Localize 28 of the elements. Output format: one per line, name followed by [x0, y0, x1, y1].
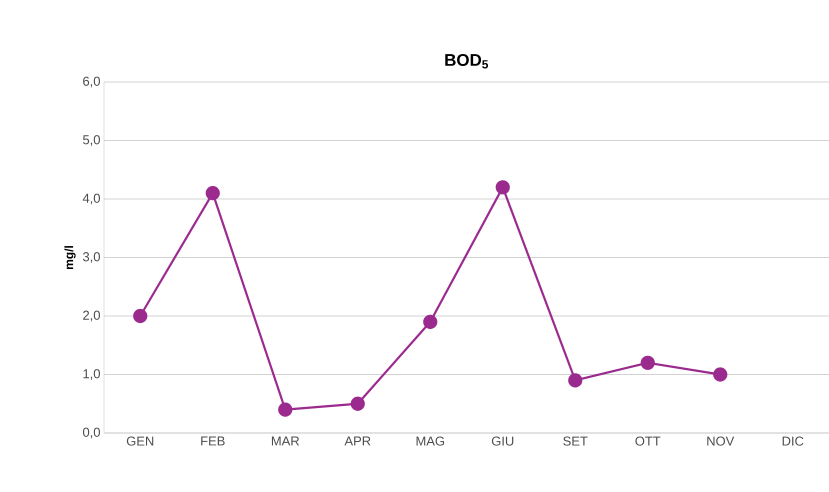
- point: [278, 402, 292, 417]
- y-tick-label: 3,0: [82, 252, 100, 263]
- y-tick-label: 2,0: [83, 310, 100, 322]
- point: [133, 308, 148, 324]
- x-tick-label: APR: [344, 436, 370, 446]
- chart-title: BOD$_{5}$: [445, 54, 488, 68]
- y-tick-label: 4,0: [82, 194, 100, 204]
- y-tick-label: 6,0: [83, 76, 100, 88]
- x-tick-label: OTT: [635, 436, 660, 446]
- y-tick-label: 5,0: [82, 135, 100, 146]
- x-tick-label: SET: [563, 436, 588, 446]
- point: [568, 373, 582, 388]
- point: [206, 186, 220, 200]
- x-tick-label: NOV: [707, 436, 734, 446]
- x-tick-label: MAG: [416, 436, 444, 446]
- y-axis-title: mg/l: [64, 246, 76, 270]
- y-tick-label: 0,0: [82, 428, 100, 438]
- x-tick-label: DIC: [782, 436, 804, 446]
- x-tick-label: GIU: [492, 436, 514, 446]
- point: [640, 356, 655, 370]
- x-tick-label: GEN: [126, 436, 154, 446]
- x-tick-label: MAR: [272, 436, 300, 446]
- point: [423, 314, 438, 329]
- point: [350, 396, 365, 411]
- point: [713, 367, 728, 382]
- x-tick-label: FEB: [201, 436, 225, 446]
- point: [496, 180, 510, 194]
- y-tick-label: 1,0: [83, 369, 100, 380]
